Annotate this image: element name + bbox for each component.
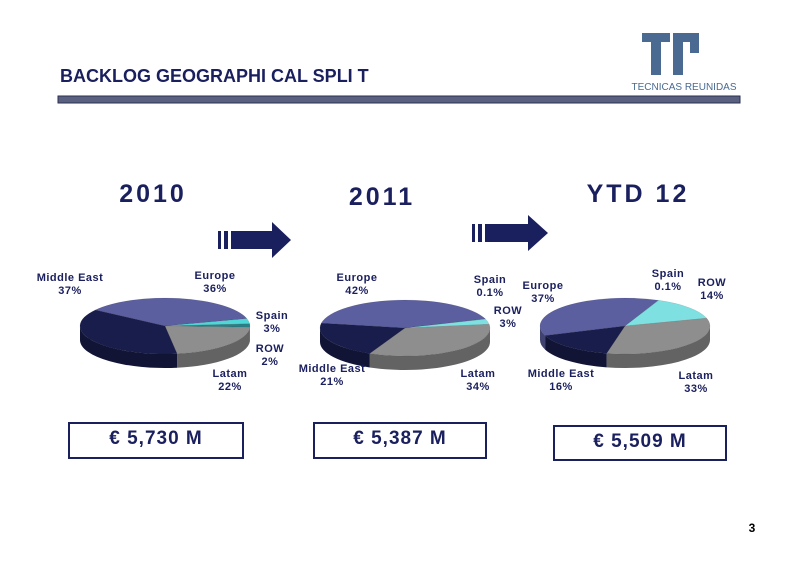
category-label: Europe <box>336 272 378 284</box>
value-label: 0.1% <box>476 287 504 299</box>
pie-slice-side <box>545 335 607 368</box>
value-label: 34% <box>466 381 490 393</box>
category-label: Middle East <box>36 272 104 284</box>
chart-title: 2011 <box>348 183 416 211</box>
arrow <box>472 215 548 251</box>
chart-title: 2010 <box>119 180 187 208</box>
pie-slice-side <box>606 326 710 368</box>
value-label: 16% <box>549 381 573 393</box>
pie-slice <box>539 297 659 336</box>
slice-label: Europe 42% <box>322 272 392 298</box>
value-label: 37% <box>531 293 555 305</box>
total-box: € 5,730 M <box>68 422 244 459</box>
slide-title: BACKLOG GEOGRAPHI CAL SPLI T <box>60 66 369 86</box>
pie-slice <box>94 297 248 327</box>
arrow <box>218 222 291 258</box>
category-label: Middle East <box>527 368 595 380</box>
slice-label: Spain 3% <box>237 310 307 336</box>
pie-slice <box>404 318 490 329</box>
slice-label: ROW 3% <box>473 305 543 331</box>
category-label: Europe <box>194 270 236 282</box>
pie-slice <box>164 325 251 354</box>
slice-label: Latam 33% <box>661 370 731 396</box>
value-label: 42% <box>345 285 369 297</box>
pie-slice <box>544 325 626 354</box>
logo-text: TECNICAS REUNIDAS <box>631 82 736 93</box>
slice-label: Europe 36% <box>180 270 250 296</box>
category-label: Spain <box>473 274 507 286</box>
value-label: 3% <box>499 318 517 330</box>
pie-slice <box>164 323 251 328</box>
value-label: 21% <box>320 376 344 388</box>
slice-label: Latam 34% <box>443 368 513 394</box>
pie-slice <box>624 299 660 327</box>
category-label: Latam <box>460 368 496 380</box>
page-number: 3 <box>749 521 756 535</box>
value-label: 37% <box>58 285 82 297</box>
value-label: 33% <box>684 383 708 395</box>
value-label: 2% <box>261 356 279 368</box>
pie-slice <box>79 309 178 355</box>
pie-slice <box>624 300 708 327</box>
slice-label: Middle East 16% <box>526 368 596 394</box>
pie-slice <box>164 318 251 327</box>
pie-slice-side <box>540 326 546 350</box>
pie-slice <box>404 318 487 329</box>
value-label: 36% <box>203 283 227 295</box>
pie-slice <box>319 322 406 354</box>
pie-slice <box>606 317 711 355</box>
slice-label: ROW 2% <box>235 343 305 369</box>
slice-label: Europe 37% <box>508 280 578 306</box>
logo-mark <box>642 33 699 75</box>
total-box: € 5,387 M <box>313 422 487 459</box>
category-label: Middle East <box>298 363 366 375</box>
chart-title: YTD 12 <box>586 180 690 208</box>
slice-label: ROW 14% <box>677 277 747 303</box>
slice-label: Spain 0.1% <box>455 274 525 300</box>
value-label: 22% <box>218 381 242 393</box>
category-label: Latam <box>678 370 714 382</box>
value-label: 0.1% <box>654 281 682 293</box>
pie-slice <box>369 323 491 357</box>
slice-label: Middle East 37% <box>35 272 105 298</box>
value-label: 14% <box>700 290 724 302</box>
total-box: € 5,509 M <box>553 425 727 461</box>
category-label: ROW <box>493 305 523 317</box>
pie-slice-side <box>177 327 250 368</box>
title-bar <box>57 95 741 104</box>
pie-slice <box>320 299 486 329</box>
category-label: Latam <box>212 368 248 380</box>
slice-label: Spain 0.1% <box>633 268 703 294</box>
value-label: 3% <box>263 323 281 335</box>
category-label: ROW <box>255 343 285 355</box>
category-label: Europe <box>522 280 564 292</box>
category-label: ROW <box>697 277 727 289</box>
category-label: Spain <box>651 268 685 280</box>
pie-slice-side <box>369 328 491 371</box>
pie-slice-side <box>79 326 178 368</box>
slice-label: Middle East 21% <box>297 363 367 389</box>
pie-slice-side <box>320 328 370 368</box>
category-label: Spain <box>255 310 289 322</box>
slice-label: Latam 22% <box>195 368 265 394</box>
